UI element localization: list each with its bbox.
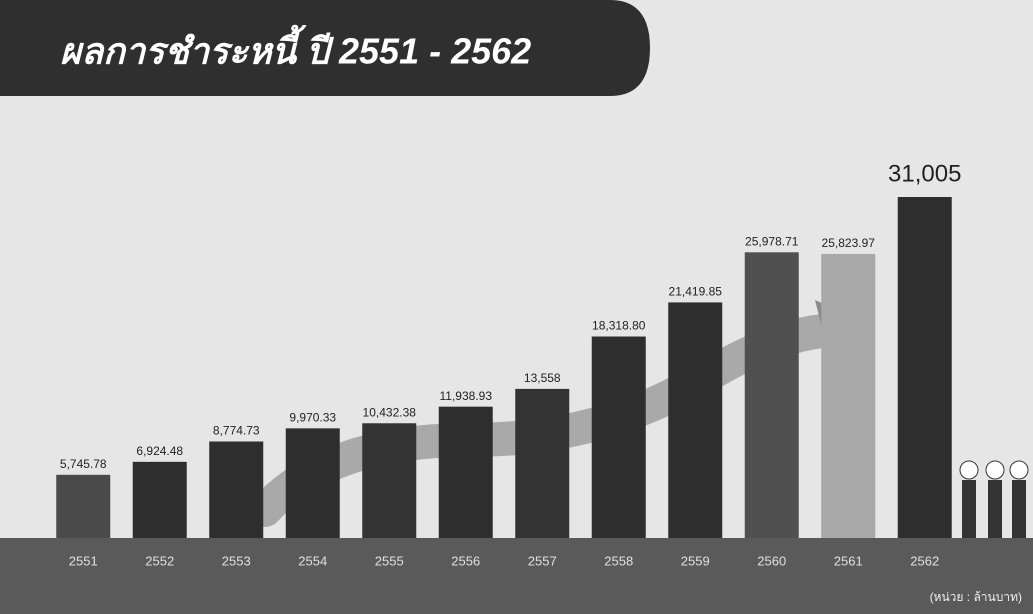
x-tick-label: 2553 (222, 553, 251, 568)
value-label: 8,774.73 (213, 424, 260, 438)
figure (1009, 460, 1029, 480)
x-tick-label: 2560 (757, 553, 786, 568)
x-tick-label: 2555 (375, 553, 404, 568)
title-banner (0, 0, 650, 96)
value-label: 18,318.80 (592, 319, 646, 333)
x-tick-label: 2561 (834, 553, 863, 568)
bar (132, 461, 187, 538)
figure (988, 480, 1002, 538)
figure (962, 480, 976, 538)
value-label: 9,970.33 (289, 411, 336, 425)
bar (438, 406, 493, 538)
chart-title: ผลการชำระหนี้ ปี 2551 - 2562 (60, 25, 531, 72)
bar (821, 253, 876, 539)
x-tick-label: 2551 (69, 553, 98, 568)
baseline-band (0, 538, 1033, 614)
figures (959, 460, 1029, 538)
figure (959, 460, 979, 480)
figure (985, 460, 1005, 480)
bar (897, 197, 952, 538)
value-label: 31,005 (888, 160, 961, 187)
bar (56, 474, 111, 538)
value-label: 21,419.85 (669, 285, 723, 299)
bar (285, 428, 340, 538)
value-label: 5,745.78 (60, 457, 107, 471)
x-tick-label: 2559 (681, 553, 710, 568)
bar (744, 252, 799, 538)
bar (515, 388, 570, 538)
x-tick-label: 2558 (604, 553, 633, 568)
figure (1012, 480, 1026, 538)
unit-note: (หน่วย : ล้านบาท) (930, 590, 1022, 604)
value-label: 6,924.48 (136, 444, 183, 458)
x-tick-label: 2562 (910, 553, 939, 568)
value-label: 25,978.71 (745, 234, 799, 248)
x-tick-label: 2557 (528, 553, 557, 568)
value-label: 11,938.93 (440, 389, 493, 403)
value-label: 25,823.97 (822, 236, 876, 250)
value-label: 10,432.38 (363, 405, 417, 419)
bar (668, 302, 723, 538)
bar (591, 336, 646, 538)
bar (362, 423, 417, 538)
x-tick-label: 2554 (298, 553, 327, 568)
x-tick-label: 2556 (451, 553, 480, 568)
x-tick-label: 2552 (145, 553, 174, 568)
value-label: 13,558 (524, 371, 561, 385)
bar (209, 441, 264, 538)
